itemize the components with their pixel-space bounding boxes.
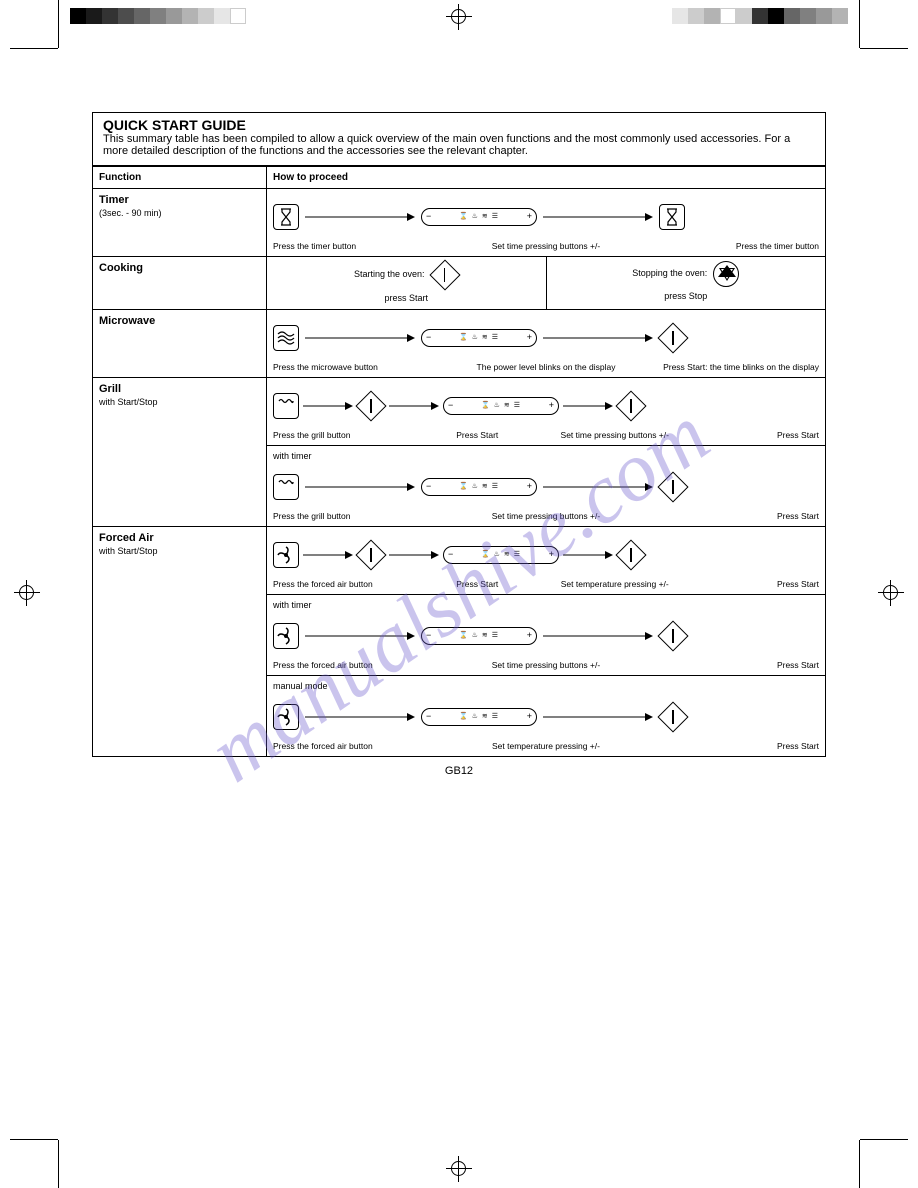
main-table: Function How to proceed Timer (3sec. - 9… [92, 166, 826, 757]
start-icon [659, 324, 687, 352]
start-icon [617, 541, 645, 569]
start-icon [357, 541, 385, 569]
arrow-icon [305, 712, 415, 722]
arrow-icon [563, 401, 613, 411]
start-icon [659, 703, 687, 731]
fan-icon [273, 542, 299, 568]
row-cook-left: Cooking [93, 257, 267, 310]
arrow-icon [543, 631, 653, 641]
control-pill: −⌛ ♨ ≋ ☰+ [443, 397, 559, 415]
arrow-icon [389, 401, 439, 411]
header-col1: Function [93, 167, 267, 189]
row-grill2-right: with timer −⌛ ♨ ≋ ☰+ Press the grill but… [267, 445, 826, 526]
fan-icon [273, 623, 299, 649]
stop-icon [713, 261, 739, 287]
start-icon [659, 473, 687, 501]
row-cook-right: Starting the oven: press Start Stopping … [267, 257, 826, 310]
start-icon [617, 392, 645, 420]
arrow-icon [305, 482, 415, 492]
control-pill: −⌛ ♨ ≋ ☰+ [421, 627, 537, 645]
arrow-icon [543, 712, 653, 722]
arrow-icon [305, 333, 415, 343]
row-timer-left: Timer (3sec. - 90 min) [93, 189, 267, 257]
control-pill: −⌛ ♨ ≋ ☰+ [443, 546, 559, 564]
arrow-icon [563, 550, 613, 560]
title-main: QUICK START GUIDE [103, 117, 815, 133]
page-content: QUICK START GUIDE This summary table has… [92, 112, 826, 777]
title-sub: This summary table has been compiled to … [103, 133, 815, 157]
color-bar [672, 8, 848, 24]
arrow-icon [389, 550, 439, 560]
header-col2: How to proceed [267, 167, 826, 189]
hourglass-icon [273, 204, 299, 230]
row-timer-right: −⌛ ♨ ≋ ☰+ Press the timer button Set tim… [267, 189, 826, 257]
microwave-icon [273, 325, 299, 351]
row-fan3-right: manual mode −⌛ ♨ ≋ ☰+ Press the forced a… [267, 675, 826, 756]
grayscale-bar [70, 8, 246, 24]
control-pill: −⌛ ♨ ≋ ☰+ [421, 208, 537, 226]
arrow-icon [305, 631, 415, 641]
row-mw-left: Microwave [93, 309, 267, 377]
control-pill: −⌛ ♨ ≋ ☰+ [421, 478, 537, 496]
arrow-icon [543, 333, 653, 343]
row-grill1-right: −⌛ ♨ ≋ ☰+ Press the grill button Press S… [267, 377, 826, 445]
fan-icon [273, 704, 299, 730]
start-icon [659, 622, 687, 650]
grill-icon [273, 393, 299, 419]
start-icon [431, 261, 459, 289]
control-pill: −⌛ ♨ ≋ ☰+ [421, 708, 537, 726]
arrow-icon [305, 212, 415, 222]
row-fan2-right: with timer −⌛ ♨ ≋ ☰+ Press the forced ai… [267, 594, 826, 675]
row-mw-right: −⌛ ♨ ≋ ☰+ Press the microwave button The… [267, 309, 826, 377]
arrow-icon [543, 482, 653, 492]
row-fan1-right: −⌛ ♨ ≋ ☰+ Press the forced air button Pr… [267, 526, 826, 594]
row-grill-left: Grill with Start/Stop [93, 377, 267, 526]
start-icon [357, 392, 385, 420]
grill-icon [273, 474, 299, 500]
row-fan-left: Forced Air with Start/Stop [93, 526, 267, 756]
hourglass-icon [659, 204, 685, 230]
title-box: QUICK START GUIDE This summary table has… [92, 112, 826, 166]
control-pill: −⌛ ♨ ≋ ☰+ [421, 329, 537, 347]
arrow-icon [543, 212, 653, 222]
arrow-icon [303, 550, 353, 560]
arrow-icon [303, 401, 353, 411]
page-number: GB12 [92, 765, 826, 777]
